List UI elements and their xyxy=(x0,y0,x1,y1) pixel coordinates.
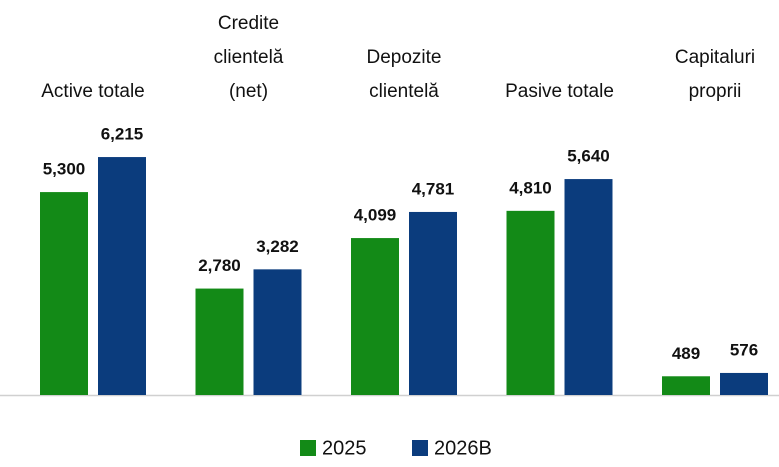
bar xyxy=(506,210,555,395)
value-label: 4,099 xyxy=(354,206,397,225)
value-label: 576 xyxy=(730,340,758,359)
bar xyxy=(195,288,244,395)
category-label: Capitaluri proprii xyxy=(675,47,755,102)
bar xyxy=(409,211,457,395)
value-label: 5,300 xyxy=(43,160,86,179)
bar xyxy=(253,269,302,395)
value-label: 4,810 xyxy=(509,178,552,197)
bar xyxy=(40,192,88,395)
bar xyxy=(564,179,613,395)
category-label: Credite clientelă (net) xyxy=(214,13,284,102)
bar xyxy=(662,376,710,395)
bar xyxy=(351,238,399,395)
bar xyxy=(98,157,146,395)
legend-label: 2026B xyxy=(434,437,492,459)
value-label: 2,780 xyxy=(198,256,241,275)
category-label: Active totale xyxy=(41,81,145,102)
value-label: 6,215 xyxy=(101,125,144,144)
value-label: 4,781 xyxy=(412,179,455,198)
bar xyxy=(720,372,768,395)
category-label: Depozite clientelă xyxy=(367,47,442,102)
category-label: Pasive totale xyxy=(505,81,614,102)
legend-swatch xyxy=(300,440,316,456)
value-label: 5,640 xyxy=(567,147,610,166)
value-label: 489 xyxy=(672,344,700,363)
legend-label: 2025 xyxy=(322,437,367,459)
value-label: 3,282 xyxy=(256,237,299,256)
legend-swatch xyxy=(412,440,428,456)
